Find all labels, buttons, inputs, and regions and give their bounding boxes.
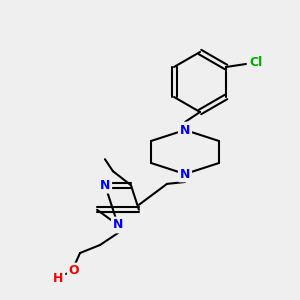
Text: N: N	[180, 167, 190, 181]
Text: H: H	[53, 272, 63, 286]
Text: N: N	[100, 179, 110, 192]
Text: Cl: Cl	[249, 56, 262, 68]
Text: N: N	[180, 124, 190, 136]
Text: O: O	[69, 265, 79, 278]
Text: N: N	[113, 218, 123, 232]
